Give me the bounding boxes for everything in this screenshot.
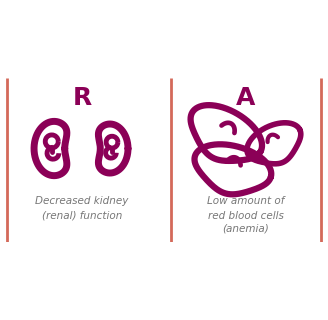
Text: (anemia): (anemia) — [223, 224, 269, 234]
Text: A: A — [236, 86, 256, 110]
Text: Decreased kidney: Decreased kidney — [35, 196, 129, 206]
Text: Low amount of: Low amount of — [207, 196, 285, 206]
Text: R: R — [72, 86, 92, 110]
Text: (renal) function: (renal) function — [42, 211, 122, 221]
Text: red blood cells: red blood cells — [208, 211, 284, 221]
